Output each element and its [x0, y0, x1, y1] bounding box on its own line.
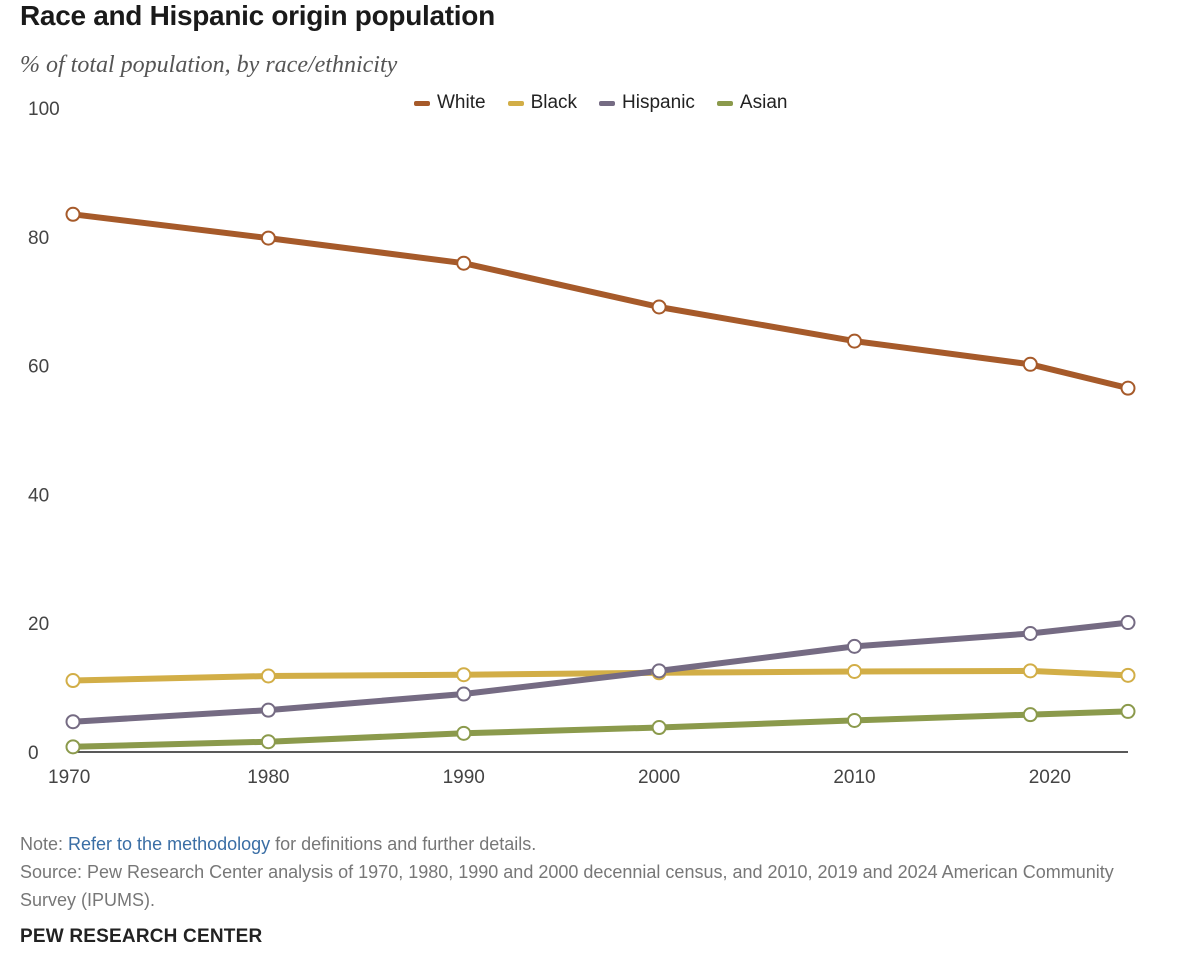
data-point-white-2019: [1022, 356, 1038, 372]
data-point-black-2024: [1120, 667, 1136, 683]
note-prefix: Note:: [20, 834, 69, 854]
data-point-black-2019: [1022, 663, 1038, 679]
methodology-link[interactable]: Refer to the methodology: [68, 834, 271, 854]
legend-swatch-white: [414, 100, 430, 106]
legend-item-white: White: [414, 92, 486, 114]
data-point-asian-1980: [260, 734, 276, 750]
data-point-asian-1990: [456, 725, 472, 741]
y-tick-label-40: 40: [28, 485, 49, 506]
source-text: Source: Pew Research Center analysis of …: [20, 862, 1114, 910]
legend-swatch-hispanic: [599, 100, 616, 106]
legend-item-asian: Asian: [716, 92, 788, 114]
data-point-black-1970: [65, 673, 81, 689]
data-point-white-2000: [651, 299, 667, 315]
legend-item-black: Black: [507, 92, 578, 114]
note-line: Note: Refer to the methodology for defin…: [20, 830, 1170, 858]
series-line-white: [70, 211, 1131, 392]
legend-label-black: Black: [530, 92, 578, 113]
series-line-asian: [70, 708, 1131, 750]
chart-subtitle: % of total population, by race/ethnicity: [20, 52, 398, 78]
legend-label-white: White: [437, 92, 486, 113]
x-tick-label-2020: 2020: [1029, 767, 1071, 788]
y-tick-label-80: 80: [28, 228, 49, 249]
chart-title: Race and Hispanic origin population: [20, 0, 495, 31]
x-tick-label-2000: 2000: [638, 767, 680, 788]
data-point-hispanic-2000: [651, 663, 667, 679]
x-tick-label-1980: 1980: [247, 767, 289, 788]
data-point-asian-2024: [1120, 703, 1136, 719]
legend-item-hispanic: Hispanic: [599, 92, 695, 114]
data-point-asian-1970: [65, 739, 81, 755]
data-point-white-1990: [456, 255, 472, 271]
data-point-hispanic-2024: [1120, 615, 1136, 631]
data-point-hispanic-1970: [65, 714, 81, 730]
data-point-asian-2010: [846, 712, 862, 728]
legend-label-hispanic: Hispanic: [622, 92, 695, 113]
legend-label-asian: Asian: [739, 92, 788, 113]
y-tick-label-20: 20: [28, 614, 49, 635]
brand-label: PEW RESEARCH CENTER: [20, 926, 263, 947]
legend-swatch-black: [507, 100, 524, 106]
y-tick-label-60: 60: [28, 357, 49, 378]
data-point-black-1980: [260, 668, 276, 684]
x-tick-label-1990: 1990: [443, 767, 485, 788]
data-point-white-1970: [65, 206, 81, 222]
legend: White Black Hispanic Asian: [414, 92, 809, 114]
x-tick-label-2010: 2010: [833, 767, 875, 788]
data-point-asian-2000: [651, 720, 667, 736]
x-tick-label-1970: 1970: [48, 767, 90, 788]
data-point-asian-2019: [1022, 707, 1038, 723]
data-point-hispanic-2019: [1022, 626, 1038, 642]
data-point-hispanic-2010: [846, 638, 862, 654]
data-point-white-2010: [846, 333, 862, 349]
footnote: Note: Refer to the methodology for defin…: [20, 830, 1170, 914]
data-point-hispanic-1980: [260, 702, 276, 718]
data-point-black-2010: [846, 664, 862, 679]
y-tick-label-100: 100: [28, 99, 60, 120]
legend-swatch-asian: [716, 100, 733, 106]
note-suffix: for definitions and further details.: [270, 834, 537, 854]
data-point-white-1980: [260, 230, 276, 246]
data-point-hispanic-1990: [456, 686, 472, 702]
data-point-black-1990: [456, 667, 472, 683]
y-tick-label-0: 0: [28, 743, 39, 764]
data-point-white-2024: [1120, 380, 1136, 396]
